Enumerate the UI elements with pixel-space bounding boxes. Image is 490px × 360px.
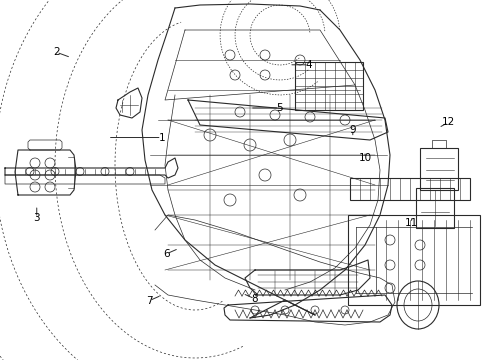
Text: 9: 9 xyxy=(349,125,356,135)
Bar xyxy=(416,188,454,228)
Text: 1: 1 xyxy=(158,132,165,143)
Text: 8: 8 xyxy=(251,294,258,304)
Text: 4: 4 xyxy=(305,60,312,70)
Bar xyxy=(348,215,480,305)
Text: 12: 12 xyxy=(441,117,455,127)
Bar xyxy=(295,62,363,110)
Text: 7: 7 xyxy=(146,296,153,306)
Text: 2: 2 xyxy=(53,47,60,57)
Bar xyxy=(420,148,458,190)
Text: 10: 10 xyxy=(359,153,371,163)
Bar xyxy=(350,178,470,200)
Text: 11: 11 xyxy=(405,218,418,228)
Text: 5: 5 xyxy=(276,103,283,113)
Text: 6: 6 xyxy=(163,249,170,259)
Text: 3: 3 xyxy=(33,213,40,223)
